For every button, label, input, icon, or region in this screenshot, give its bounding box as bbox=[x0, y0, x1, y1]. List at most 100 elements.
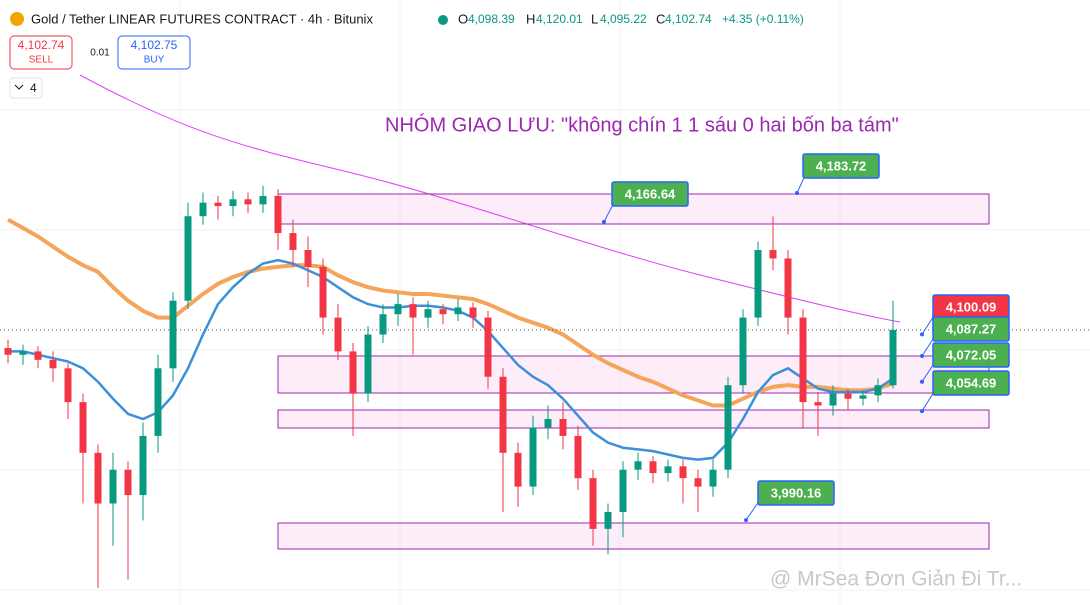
candle-body bbox=[424, 309, 432, 318]
candle-body bbox=[169, 300, 177, 369]
candle-body bbox=[274, 195, 282, 234]
candle-body bbox=[124, 469, 132, 496]
candle-body bbox=[529, 427, 537, 487]
indicators-count[interactable]: 4 bbox=[30, 81, 37, 95]
candle-body bbox=[859, 395, 867, 399]
price-point bbox=[795, 191, 799, 196]
candle-body bbox=[679, 466, 687, 479]
price-point bbox=[920, 332, 924, 337]
sell-label[interactable]: SELL bbox=[29, 55, 54, 66]
candle-body bbox=[649, 461, 657, 474]
candle-body bbox=[49, 359, 57, 369]
candle-body bbox=[334, 317, 342, 352]
indicators-toggle[interactable] bbox=[9, 77, 43, 99]
long-ma bbox=[79, 74, 901, 323]
buy-button[interactable] bbox=[117, 35, 191, 70]
open-label: O bbox=[458, 11, 468, 26]
candle-body bbox=[319, 266, 327, 318]
price-label-box bbox=[611, 181, 689, 207]
candle-body bbox=[229, 199, 237, 207]
candle-body bbox=[829, 393, 837, 406]
candle-body bbox=[184, 216, 192, 301]
price-point bbox=[920, 409, 924, 414]
price-label: 4,100.09 bbox=[946, 299, 997, 314]
buy-label[interactable]: BUY bbox=[144, 55, 165, 66]
price-point bbox=[744, 518, 748, 523]
buy-price[interactable]: 4,102.75 bbox=[131, 38, 178, 52]
candle-body bbox=[154, 368, 162, 436]
candle-body bbox=[739, 317, 747, 386]
candle-body bbox=[94, 452, 102, 504]
candle-body bbox=[769, 250, 777, 259]
price-label-box bbox=[932, 316, 1010, 342]
zone bbox=[277, 409, 990, 429]
candle-body bbox=[499, 376, 507, 453]
candle-body bbox=[109, 469, 117, 504]
sell-price[interactable]: 4,102.74 bbox=[18, 38, 65, 52]
plot: 4,183.72 4,166.64 3,990.16 4,100.09 4,087.27… bbox=[0, 153, 1090, 588]
candle-body bbox=[874, 385, 882, 396]
candle-body bbox=[259, 195, 267, 205]
candle-body bbox=[64, 368, 72, 403]
candle-body bbox=[634, 461, 642, 470]
high: 4,120.01 bbox=[536, 12, 583, 26]
candle-body bbox=[514, 452, 522, 487]
price-label: 4,166.64 bbox=[625, 186, 676, 201]
close: 4,102.74 bbox=[665, 12, 712, 26]
candle-body bbox=[724, 385, 732, 470]
price-point bbox=[602, 219, 606, 224]
candle-body bbox=[619, 469, 627, 512]
candle-body bbox=[574, 435, 582, 479]
candle-body bbox=[199, 202, 207, 217]
candle-body bbox=[604, 511, 612, 529]
candle-body bbox=[844, 393, 852, 399]
spread: 0.01 bbox=[90, 48, 110, 59]
candle-body bbox=[484, 317, 492, 377]
price-label-box bbox=[932, 342, 1010, 368]
symbol: Gold / Tether LINEAR FUTURES CONTRACT · … bbox=[31, 11, 373, 26]
price-point bbox=[920, 354, 924, 359]
candle-body bbox=[244, 199, 252, 205]
candle-body bbox=[814, 402, 822, 406]
moving-average bbox=[7, 217, 894, 408]
candle-body bbox=[544, 419, 552, 428]
candle-body bbox=[454, 307, 462, 315]
candle-body bbox=[664, 466, 672, 474]
candle-body bbox=[409, 304, 417, 318]
watermark: @ MrSea Đơn Giản Đi Tr... bbox=[770, 568, 1022, 591]
candle-body bbox=[394, 304, 402, 315]
open: 4,098.39 bbox=[468, 12, 515, 26]
candle-body bbox=[799, 317, 807, 403]
status-dot bbox=[438, 15, 448, 25]
candle-body bbox=[139, 435, 147, 496]
price-label-box bbox=[802, 153, 880, 179]
price-label-box bbox=[932, 370, 1010, 396]
price-label: 4,087.27 bbox=[946, 321, 997, 336]
candle-body bbox=[304, 250, 312, 267]
annotation: NHÓM GIAO LƯU: "không chín 1 1 sáu 0 hai… bbox=[385, 113, 899, 136]
price-label: 4,072.05 bbox=[946, 347, 997, 362]
candle-body bbox=[559, 419, 567, 436]
low: 4,095.22 bbox=[600, 12, 647, 26]
price-point bbox=[920, 379, 924, 384]
candle-body bbox=[589, 478, 597, 529]
candle-body bbox=[469, 307, 477, 318]
candle-body bbox=[289, 233, 297, 250]
candle-body bbox=[709, 469, 717, 487]
low-label: L bbox=[591, 11, 598, 26]
candle-body bbox=[784, 258, 792, 318]
sell-button[interactable] bbox=[9, 35, 73, 70]
candle-body bbox=[439, 309, 447, 315]
change: +4.35 (+0.11%) bbox=[722, 12, 804, 26]
candle-body bbox=[364, 334, 372, 394]
candle-body bbox=[214, 202, 222, 207]
candle-body bbox=[889, 329, 897, 386]
chevron[interactable] bbox=[14, 84, 24, 90]
high-label: H bbox=[526, 11, 535, 26]
close-label: C bbox=[656, 11, 665, 26]
price-label: 4,183.72 bbox=[816, 158, 867, 173]
candle-body bbox=[349, 351, 357, 394]
candle-body bbox=[379, 314, 387, 335]
